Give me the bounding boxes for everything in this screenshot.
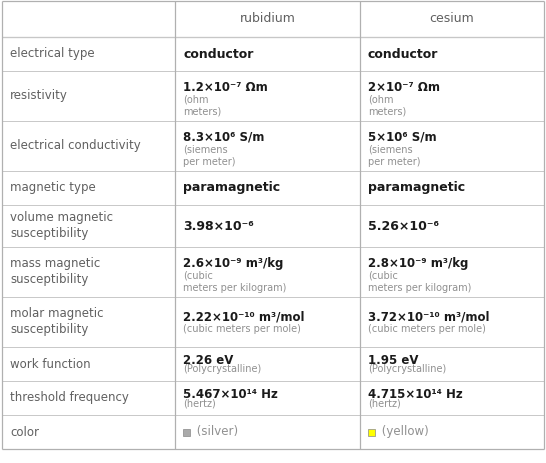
Text: rubidium: rubidium <box>240 13 295 25</box>
Text: electrical conductivity: electrical conductivity <box>10 139 141 152</box>
Text: (cubic meters per mole): (cubic meters per mole) <box>183 325 301 334</box>
Text: (silver): (silver) <box>193 425 238 438</box>
Text: 1.95 eV: 1.95 eV <box>368 354 418 367</box>
Text: (ohm
meters): (ohm meters) <box>368 95 406 117</box>
Text: molar magnetic
susceptibility: molar magnetic susceptibility <box>10 307 104 337</box>
Text: 5.26×10⁻⁶: 5.26×10⁻⁶ <box>368 219 439 232</box>
Text: 4.715×10¹⁴ Hz: 4.715×10¹⁴ Hz <box>368 388 463 401</box>
Text: (hertz): (hertz) <box>368 398 401 408</box>
Text: magnetic type: magnetic type <box>10 181 96 194</box>
Text: volume magnetic
susceptibility: volume magnetic susceptibility <box>10 212 113 240</box>
Text: paramagnetic: paramagnetic <box>183 181 280 194</box>
Text: 2.8×10⁻⁹ m³/kg: 2.8×10⁻⁹ m³/kg <box>368 257 468 270</box>
Text: (cubic
meters per kilogram): (cubic meters per kilogram) <box>183 271 286 293</box>
Text: (ohm
meters): (ohm meters) <box>183 95 221 117</box>
Bar <box>368 428 375 436</box>
Text: 2×10⁻⁷ Ωm: 2×10⁻⁷ Ωm <box>368 81 440 94</box>
Text: paramagnetic: paramagnetic <box>368 181 465 194</box>
Text: (siemens
per meter): (siemens per meter) <box>368 145 420 167</box>
Text: cesium: cesium <box>430 13 474 25</box>
Text: 1.2×10⁻⁷ Ωm: 1.2×10⁻⁷ Ωm <box>183 81 268 94</box>
Text: 2.6×10⁻⁹ m³/kg: 2.6×10⁻⁹ m³/kg <box>183 257 283 270</box>
Text: (cubic
meters per kilogram): (cubic meters per kilogram) <box>368 271 471 293</box>
Text: resistivity: resistivity <box>10 89 68 102</box>
Text: conductor: conductor <box>183 48 253 61</box>
Text: work function: work function <box>10 357 91 370</box>
Text: 5×10⁶ S/m: 5×10⁶ S/m <box>368 131 437 144</box>
Text: electrical type: electrical type <box>10 48 94 61</box>
Text: mass magnetic
susceptibility: mass magnetic susceptibility <box>10 257 100 287</box>
Text: 8.3×10⁶ S/m: 8.3×10⁶ S/m <box>183 131 264 144</box>
Text: 3.72×10⁻¹⁰ m³/mol: 3.72×10⁻¹⁰ m³/mol <box>368 311 490 324</box>
Text: (cubic meters per mole): (cubic meters per mole) <box>368 325 486 334</box>
Text: (siemens
per meter): (siemens per meter) <box>183 145 235 167</box>
Text: 2.22×10⁻¹⁰ m³/mol: 2.22×10⁻¹⁰ m³/mol <box>183 311 305 324</box>
Text: conductor: conductor <box>368 48 438 61</box>
Text: 3.98×10⁻⁶: 3.98×10⁻⁶ <box>183 219 254 232</box>
Text: threshold frequency: threshold frequency <box>10 392 129 405</box>
Text: color: color <box>10 425 39 438</box>
Text: (yellow): (yellow) <box>378 425 429 438</box>
Bar <box>183 428 190 436</box>
Text: 5.467×10¹⁴ Hz: 5.467×10¹⁴ Hz <box>183 388 278 401</box>
Text: 2.26 eV: 2.26 eV <box>183 354 233 367</box>
Text: (Polycrystalline): (Polycrystalline) <box>183 364 261 374</box>
Text: (Polycrystalline): (Polycrystalline) <box>368 364 446 374</box>
Text: (hertz): (hertz) <box>183 398 216 408</box>
